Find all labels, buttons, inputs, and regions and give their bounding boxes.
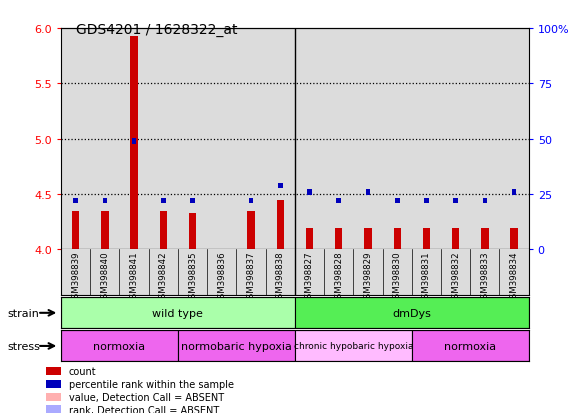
Bar (452, 229, 460, 250)
Text: GSM398829: GSM398829 (364, 251, 372, 303)
Text: GSM398836: GSM398836 (217, 251, 226, 303)
Text: GSM398842: GSM398842 (159, 251, 168, 303)
Bar (295, 297, 529, 328)
Bar (395, 199, 400, 204)
Text: GSM398837: GSM398837 (246, 251, 256, 303)
Bar (364, 229, 372, 250)
Text: wild type: wild type (152, 308, 203, 318)
Bar (130, 37, 138, 250)
Text: dmDys: dmDys (392, 308, 431, 318)
Text: GSM398828: GSM398828 (334, 251, 343, 303)
Bar (160, 211, 167, 250)
Text: GSM398839: GSM398839 (71, 251, 80, 303)
Bar (365, 190, 370, 195)
Bar (423, 229, 430, 250)
Bar (335, 229, 342, 250)
Text: GSM398834: GSM398834 (510, 251, 519, 303)
Text: value, Detection Call = ABSENT: value, Detection Call = ABSENT (69, 392, 224, 402)
Bar (189, 214, 196, 250)
Text: rank, Detection Call = ABSENT: rank, Detection Call = ABSENT (69, 405, 219, 413)
Bar (161, 199, 166, 204)
Text: stress: stress (7, 341, 40, 351)
Bar (46, 393, 62, 401)
Bar (72, 211, 79, 250)
Bar (178, 330, 295, 361)
Bar (295, 330, 412, 361)
Text: normobaric hypoxia: normobaric hypoxia (181, 341, 292, 351)
Bar (278, 183, 282, 188)
Bar (248, 211, 254, 250)
Text: GSM398830: GSM398830 (393, 251, 401, 303)
Bar (336, 199, 341, 204)
Bar (453, 199, 458, 204)
Bar (61, 330, 178, 361)
Bar (306, 229, 313, 250)
Bar (46, 367, 62, 375)
Bar (102, 199, 107, 204)
Text: GSM398832: GSM398832 (451, 251, 460, 303)
Bar (511, 229, 518, 250)
Bar (132, 139, 137, 144)
Text: GSM398840: GSM398840 (101, 251, 109, 303)
Text: GSM398831: GSM398831 (422, 251, 431, 303)
Text: percentile rank within the sample: percentile rank within the sample (69, 379, 234, 389)
Bar (307, 190, 312, 195)
Text: GSM398838: GSM398838 (276, 251, 285, 303)
Bar (424, 199, 429, 204)
Text: chronic hypobaric hypoxia: chronic hypobaric hypoxia (293, 342, 413, 350)
Text: count: count (69, 366, 96, 376)
Bar (512, 190, 517, 195)
Bar (73, 199, 78, 204)
Bar (481, 229, 489, 250)
Text: GSM398841: GSM398841 (130, 251, 139, 303)
Bar (412, 330, 529, 361)
Text: GSM398833: GSM398833 (480, 251, 489, 303)
Bar (46, 406, 62, 413)
Bar (190, 199, 195, 204)
Bar (277, 200, 284, 250)
Bar (61, 297, 295, 328)
Bar (249, 199, 253, 204)
Text: GSM398835: GSM398835 (188, 251, 197, 303)
Text: strain: strain (7, 308, 39, 318)
Text: GDS4201 / 1628322_at: GDS4201 / 1628322_at (76, 23, 237, 37)
Bar (393, 229, 401, 250)
Text: GSM398827: GSM398827 (305, 251, 314, 303)
Bar (483, 199, 487, 204)
Bar (101, 211, 109, 250)
Text: normoxia: normoxia (444, 341, 496, 351)
Bar (46, 380, 62, 388)
Text: normoxia: normoxia (94, 341, 145, 351)
